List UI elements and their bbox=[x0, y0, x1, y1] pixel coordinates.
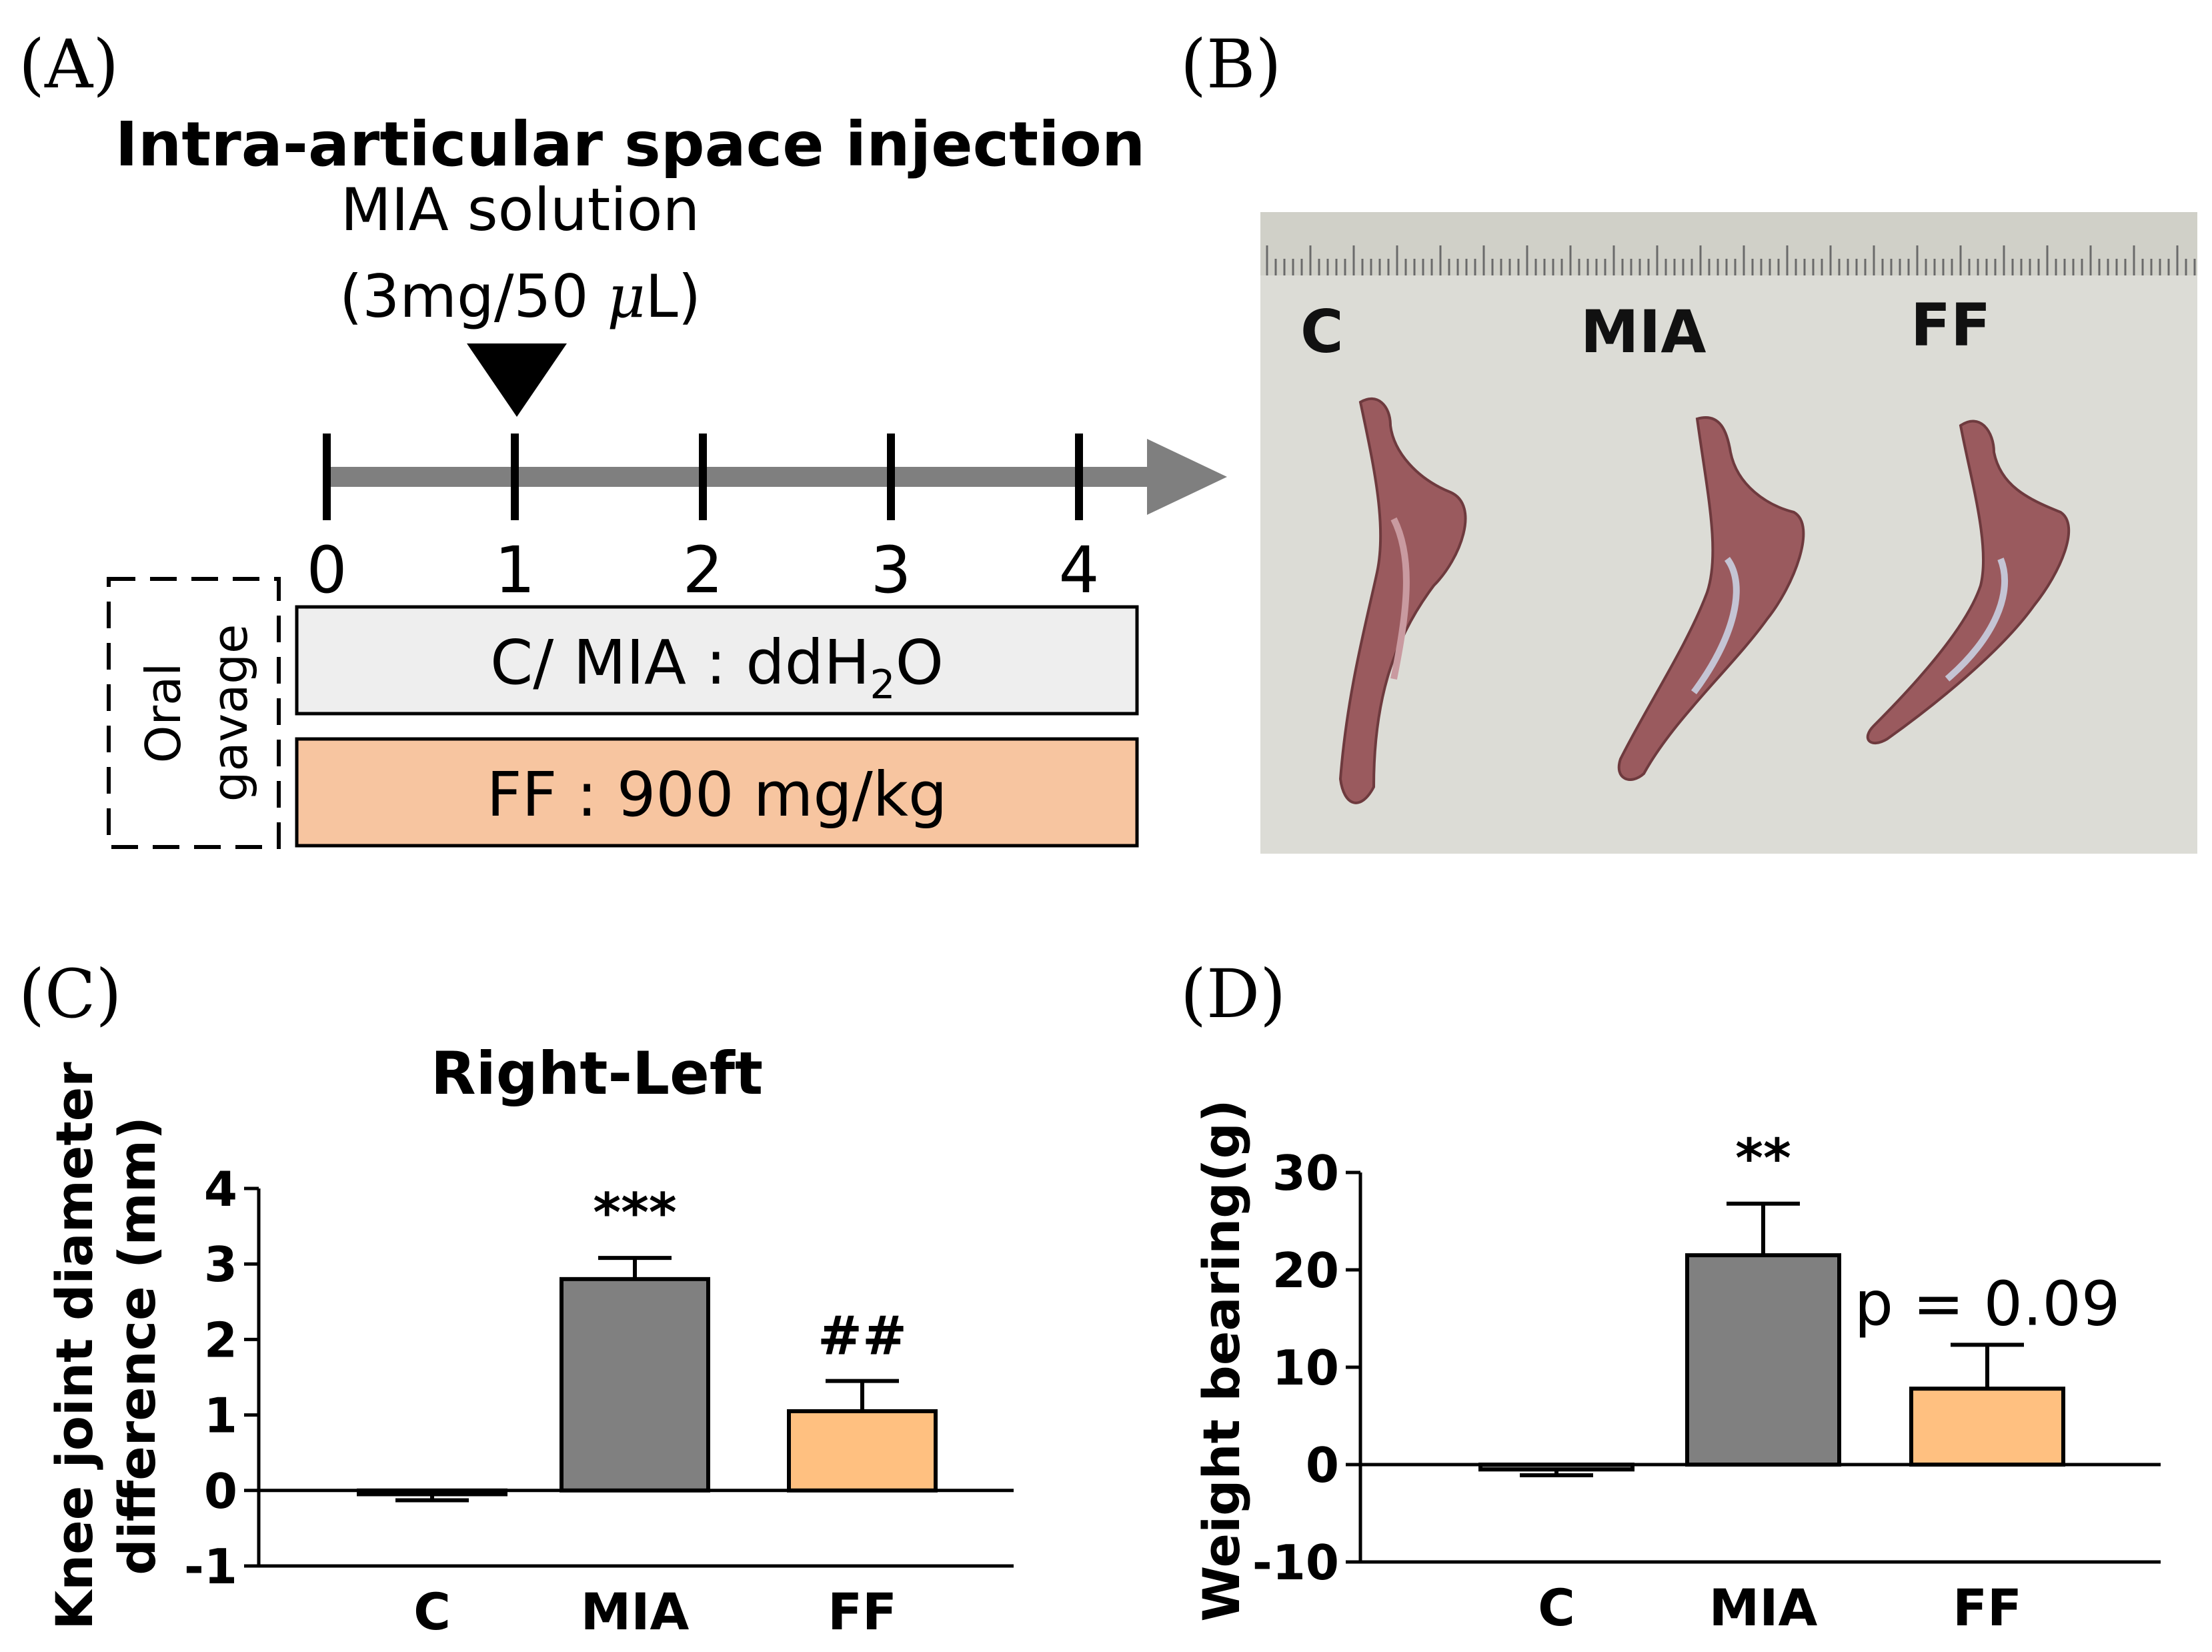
panel-label-c: (C) bbox=[19, 955, 122, 1033]
panel-a-schematic: Intra-articular space injection MIA solu… bbox=[107, 109, 1227, 849]
photo-label-mia: MIA bbox=[1580, 297, 1706, 366]
chart-c-bar-c bbox=[357, 1488, 507, 1497]
chart-d-ytick-label: -10 bbox=[1252, 1535, 1339, 1591]
timeline-arrowhead bbox=[1147, 439, 1227, 515]
specimen-control bbox=[1338, 397, 1467, 804]
oral-gavage-label-line2: gavage bbox=[202, 624, 258, 802]
chart-d-bar-ff bbox=[1909, 1387, 2065, 1467]
chart-d-ytick-label: 0 bbox=[1306, 1437, 1339, 1493]
tick-label-0: 0 bbox=[306, 533, 347, 608]
injection-title: Intra-articular space injection bbox=[115, 109, 1146, 180]
group-ff-box bbox=[295, 737, 1139, 848]
chart-weight-bearing: Weight bearing(g) -10 0 10 20 30 C MIA ** FF p = … bbox=[1192, 1099, 2161, 1637]
panel-label-d: (D) bbox=[1180, 955, 1286, 1033]
chart-d-ylabel: Weight bearing(g) bbox=[1192, 1099, 1251, 1621]
chart-c-ytick-label: 3 bbox=[204, 1236, 237, 1293]
chart-d-category-label: MIA bbox=[1709, 1578, 1818, 1637]
chart-c-ytick-label: 1 bbox=[204, 1388, 237, 1444]
chart-c-category-label: FF bbox=[828, 1582, 897, 1641]
photo-label-ff: FF bbox=[1911, 291, 1991, 359]
chart-c-ylabel-line1: Knee joint diameter bbox=[45, 1062, 104, 1630]
tick-label-1: 1 bbox=[494, 533, 535, 608]
timeline-bar bbox=[327, 467, 1154, 487]
chart-c-title: Right-Left bbox=[431, 1039, 763, 1108]
chart-c-annotation-ff: ## bbox=[818, 1305, 907, 1367]
group-control-box bbox=[295, 605, 1139, 716]
chart-c-category-label: MIA bbox=[581, 1582, 690, 1641]
chart-d-category-label: FF bbox=[1953, 1578, 2022, 1637]
specimen-ff bbox=[1866, 420, 2071, 744]
oral-gavage-box bbox=[107, 577, 281, 849]
group-control-label: C/ MIA : ddH2O bbox=[490, 627, 944, 708]
chart-d-category-label: C bbox=[1538, 1578, 1575, 1637]
chart-d-bar-mia bbox=[1685, 1253, 1841, 1467]
tick-label-3: 3 bbox=[870, 533, 911, 608]
chart-d-ytick-label: 20 bbox=[1272, 1243, 1339, 1299]
chart-d-annotation-ff: p = 0.09 bbox=[1855, 1268, 2121, 1339]
oral-gavage-label-line1: Oral bbox=[135, 663, 191, 763]
chart-d-ytick-label: 10 bbox=[1272, 1340, 1339, 1396]
injection-arrowhead bbox=[467, 343, 567, 417]
timeline-ticks bbox=[323, 434, 1083, 520]
chart-d-ytick-label: 30 bbox=[1272, 1145, 1339, 1201]
chart-knee-diameter: Right-Left Knee joint diameter differenc… bbox=[45, 1039, 1014, 1641]
tick-label-2: 2 bbox=[682, 533, 723, 608]
panel-b-photo: C MIA FF bbox=[1260, 212, 2197, 854]
ruler bbox=[1260, 212, 2197, 275]
tick-label-4: 4 bbox=[1058, 533, 1099, 608]
chart-c-ylabel-line2: difference (mm) bbox=[107, 1116, 167, 1575]
chart-c-ytick-label: 0 bbox=[204, 1463, 237, 1519]
panel-label-a: (A) bbox=[19, 25, 119, 103]
chart-d-annotation-mia: ** bbox=[1735, 1128, 1791, 1190]
panel-label-b: (B) bbox=[1180, 25, 1282, 103]
chart-c-ytick-label: -1 bbox=[184, 1539, 237, 1595]
solution-dose: (3mg/50 μL) bbox=[339, 262, 701, 331]
ruler-ticks bbox=[1266, 245, 2196, 275]
chart-c-category-label: C bbox=[413, 1582, 451, 1641]
chart-c-ytick-label: 4 bbox=[204, 1161, 237, 1217]
group-ff-label: FF : 900 mg/kg bbox=[487, 759, 948, 830]
specimen-mia bbox=[1617, 416, 1805, 781]
photo-label-c: C bbox=[1300, 297, 1344, 366]
chart-c-bar-mia bbox=[560, 1277, 710, 1493]
chart-d-bar-c bbox=[1478, 1463, 1634, 1472]
chart-c-bar-ff bbox=[787, 1409, 938, 1493]
solution-label: MIA solution bbox=[341, 175, 700, 244]
chart-c-ytick-label: 2 bbox=[204, 1312, 237, 1368]
chart-c-annotation-mia: *** bbox=[593, 1182, 677, 1244]
